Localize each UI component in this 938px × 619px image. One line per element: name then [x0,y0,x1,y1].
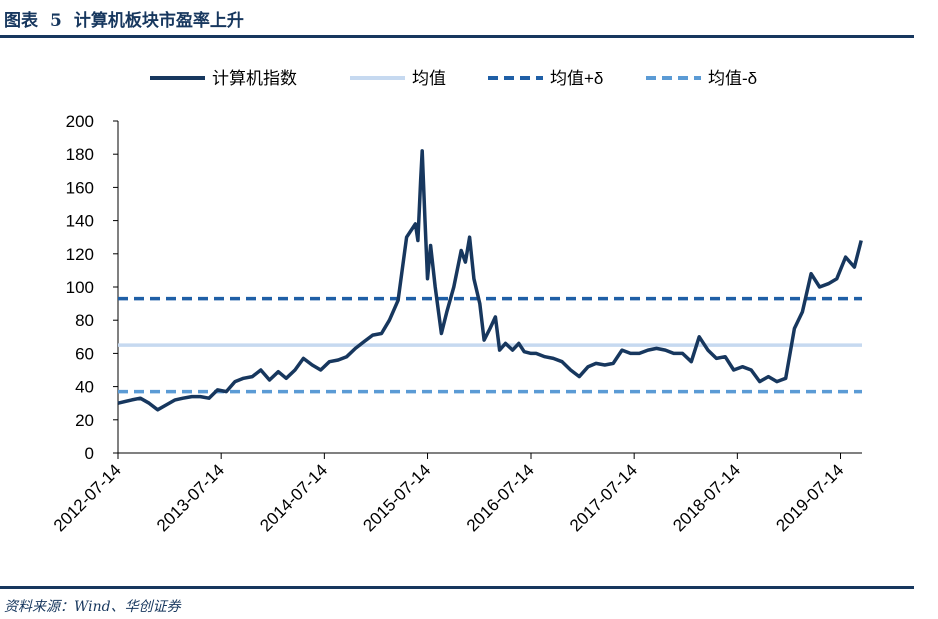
x-tick-label: 2015-07-14 [359,460,434,535]
figure-title: 计算机板块市盈率上升 [73,11,244,31]
x-tick-label: 2019-07-14 [772,460,847,535]
y-tick-label: 60 [75,344,94,363]
y-tick-label: 120 [66,245,94,264]
source: 资料来源：Wind、华创证券 [4,599,181,615]
y-tick-label: 20 [75,411,94,430]
y-tick-label: 160 [66,178,94,197]
y-tick-label: 40 [75,378,94,397]
header-rule [0,35,914,38]
y-tick-label: 140 [66,212,94,231]
legend-label: 均值 [412,69,446,88]
footer-rule [0,586,914,589]
y-tick-label: 200 [66,112,94,131]
figure-number: 5 [50,11,62,31]
x-tick-label: 2014-07-14 [256,460,331,535]
legend-label: 计算机指数 [212,69,297,88]
data-line [117,149,863,412]
x-tick-label: 2013-07-14 [153,460,228,535]
header: 图表 5 计算机板块市盈率上升 [4,6,256,31]
y-tick-label: 80 [75,311,94,330]
legend-label: 均值-δ [708,69,757,88]
x-tick-label: 2016-07-14 [463,460,538,535]
legend-label: 均值+δ [550,69,603,88]
y-tick-label: 180 [66,145,94,164]
y-tick-label: 0 [85,444,94,463]
y-tick-label: 100 [66,278,94,297]
x-tick-label: 2012-07-14 [50,460,125,535]
x-tick-label: 2018-07-14 [669,460,744,535]
figure-label: 图表 [4,11,38,31]
x-tick-label: 2017-07-14 [566,460,641,535]
